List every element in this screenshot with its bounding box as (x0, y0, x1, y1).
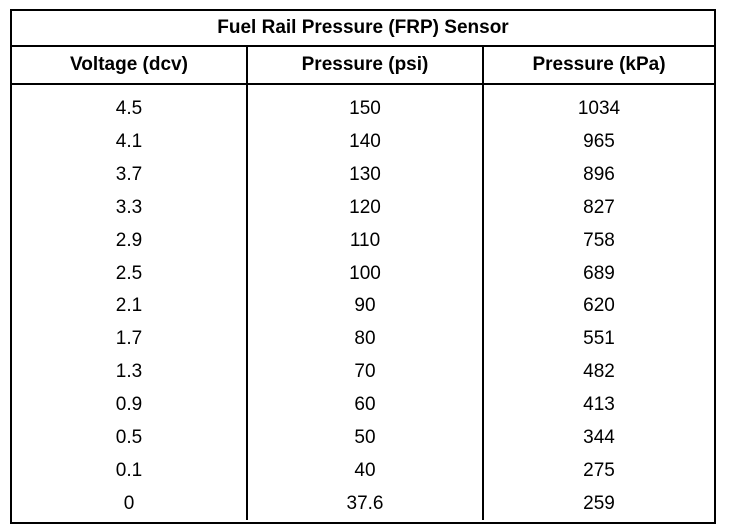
pressure-psi-cell: 90 (354, 295, 376, 317)
pressure-kpa-cell: 275 (583, 459, 615, 481)
pressure-kpa-cell: 620 (583, 295, 615, 317)
pressure-psi-cell: 60 (354, 394, 376, 416)
pressure-psi-cell: 130 (349, 164, 381, 186)
pressure-kpa-cell: 689 (583, 262, 615, 284)
table-title: Fuel Rail Pressure (FRP) Sensor (12, 11, 714, 47)
pressure-psi-cell: 80 (354, 328, 376, 350)
voltage-cell: 0 (123, 492, 135, 514)
pressure-psi-cell: 40 (354, 459, 376, 481)
voltage-cell: 3.7 (115, 164, 143, 186)
table-body: 4.5 4.1 3.7 3.3 2.9 2.5 2.1 1.7 1.3 0.9 0.5 0.1 0 15… (12, 85, 714, 520)
voltage-cell: 1.7 (115, 328, 143, 350)
pressure-kpa-column: 1034 965 896 827 758 689 620 551 482 413 344 275 259 (484, 93, 714, 520)
pressure-psi-cell: 50 (354, 426, 376, 448)
pressure-kpa-cell: 551 (583, 328, 615, 350)
header-voltage: Voltage (dcv) (12, 47, 248, 83)
pressure-kpa-cell: 259 (583, 492, 615, 514)
voltage-cell: 0.1 (115, 459, 143, 481)
voltage-cell: 2.5 (115, 262, 143, 284)
voltage-cell: 3.3 (115, 196, 143, 218)
voltage-cell: 4.5 (115, 98, 143, 120)
voltage-cell: 0.5 (115, 426, 143, 448)
pressure-kpa-cell: 827 (583, 196, 615, 218)
pressure-kpa-cell: 344 (583, 426, 615, 448)
pressure-psi-cell: 120 (349, 196, 381, 218)
table-header-row: Voltage (dcv) Pressure (psi) Pressure (k… (12, 47, 714, 85)
pressure-psi-cell: 100 (349, 262, 381, 284)
voltage-cell: 1.3 (115, 361, 143, 383)
header-pressure-kpa: Pressure (kPa) (532, 54, 666, 75)
pressure-psi-cell: 37.6 (346, 492, 384, 514)
voltage-column: 4.5 4.1 3.7 3.3 2.9 2.5 2.1 1.7 1.3 0.9 0.5 0.1 0 (12, 85, 248, 520)
frp-sensor-table: Fuel Rail Pressure (FRP) Sensor Voltage … (10, 9, 716, 524)
header-pressure-psi: Pressure (psi) (248, 47, 484, 83)
pressure-psi-column: 150 140 130 120 110 100 90 80 70 60 50 40 37.6 (248, 85, 484, 520)
voltage-cell: 2.9 (115, 229, 143, 251)
pressure-psi-cell: 110 (349, 229, 381, 251)
pressure-kpa-cell: 965 (583, 131, 615, 153)
pressure-psi-cell: 140 (349, 131, 381, 153)
pressure-kpa-cell: 1034 (577, 98, 621, 120)
pressure-kpa-cell: 413 (583, 394, 615, 416)
voltage-cell: 4.1 (115, 131, 143, 153)
voltage-cell: 0.9 (115, 394, 143, 416)
pressure-psi-cell: 70 (354, 361, 376, 383)
pressure-kpa-cell: 896 (583, 164, 615, 186)
pressure-kpa-cell: 758 (583, 229, 615, 251)
voltage-cell: 2.1 (115, 295, 143, 317)
pressure-kpa-cell: 482 (583, 361, 615, 383)
pressure-psi-cell: 150 (349, 98, 381, 120)
